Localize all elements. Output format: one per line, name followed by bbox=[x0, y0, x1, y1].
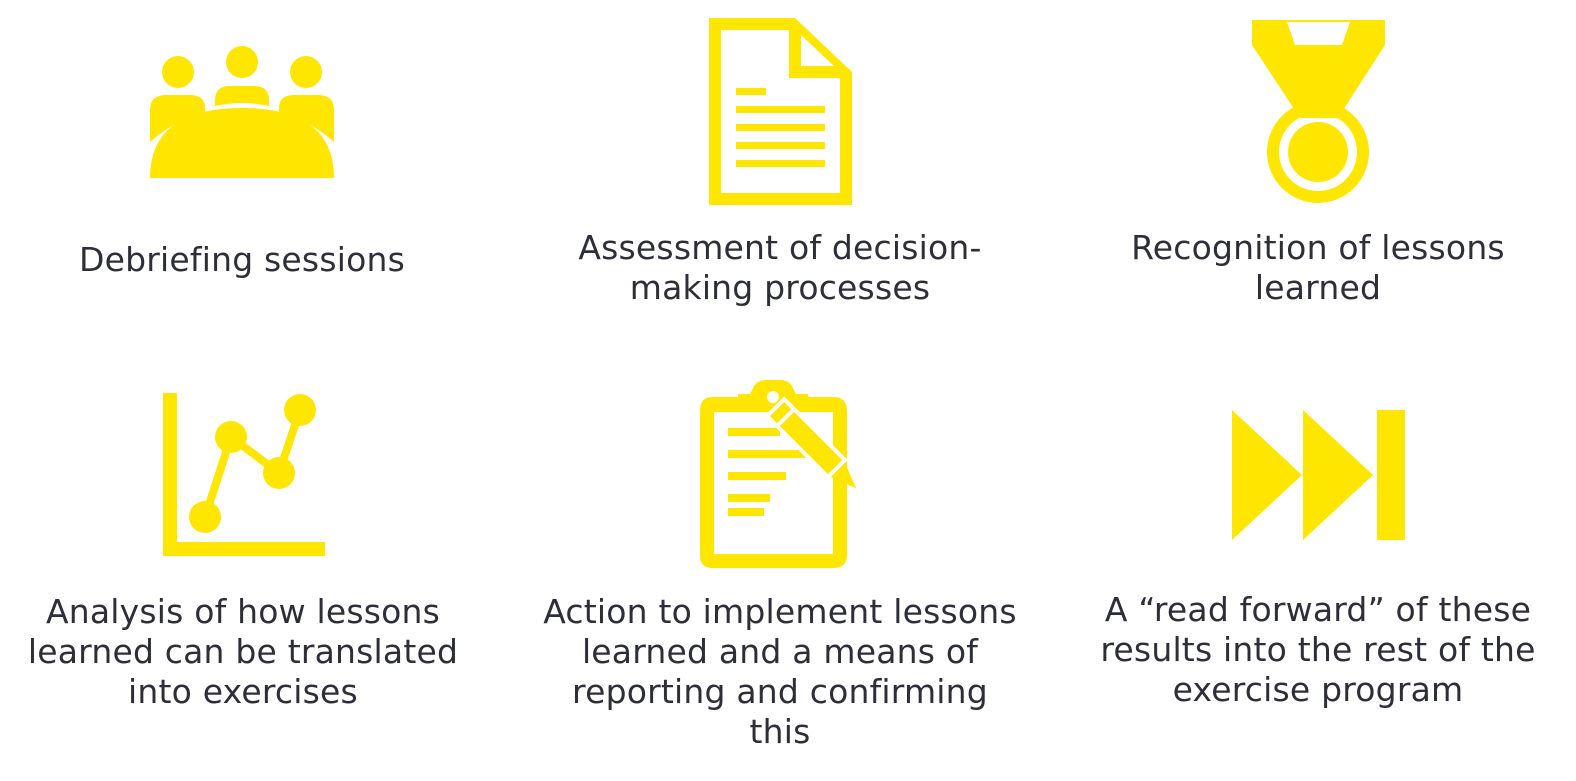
label-assessment: Assessment of decision- making processes bbox=[578, 228, 982, 307]
label-analysis: Analysis of how lessons learned can be t… bbox=[27, 592, 459, 711]
label-debriefing-sessions: Debriefing sessions bbox=[79, 240, 405, 279]
label-read-forward: A “read forward” of these results into t… bbox=[1100, 590, 1536, 709]
label-recognition: Recognition of lessons learned bbox=[1131, 228, 1505, 307]
label-action: Action to implement lessons learned and … bbox=[543, 592, 1017, 751]
